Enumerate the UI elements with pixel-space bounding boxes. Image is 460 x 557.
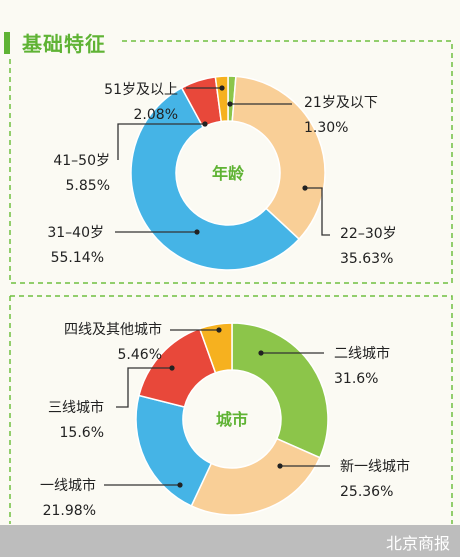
city-category-label-3: 三线城市 xyxy=(48,399,104,416)
city-value-label-1: 25.36% xyxy=(340,484,393,500)
age-value-label-2: 55.14% xyxy=(51,250,104,266)
section-title: 基础特征 xyxy=(22,32,106,56)
age-value-label-1: 35.63% xyxy=(340,251,393,267)
city-slice-0 xyxy=(231,322,329,459)
age-center-label: 年龄 xyxy=(212,164,245,183)
city-value-label-3: 15.6% xyxy=(60,425,104,441)
age-leader-line-3 xyxy=(117,123,205,160)
age-leader-dot-2 xyxy=(194,229,200,235)
city-leader-dot-3 xyxy=(169,365,175,371)
footer-bar xyxy=(0,525,460,557)
city-leader-dot-4 xyxy=(216,327,222,333)
age-category-label-0: 21岁及以下 xyxy=(304,95,378,111)
age-donut-chart: 年龄 21岁及以下 1.30% 22–30岁 35.63% 31–40岁 55.14% 41–… xyxy=(47,75,397,271)
age-category-label-2: 31–40岁 xyxy=(47,225,104,241)
title-background xyxy=(0,26,122,56)
city-category-label-0: 二线城市 xyxy=(334,345,390,362)
city-slice-1 xyxy=(190,437,321,516)
age-leader-dot-0 xyxy=(227,101,233,107)
city-leader-dot-0 xyxy=(258,350,264,356)
age-leader-line-1 xyxy=(305,187,330,236)
city-leader-dot-2 xyxy=(177,482,183,488)
frame-top-dashed xyxy=(9,40,453,284)
age-value-label-0: 1.30% xyxy=(304,120,348,136)
age-slice-1 xyxy=(231,75,326,241)
city-category-label-2: 一线城市 xyxy=(40,477,96,494)
city-center-label: 城市 xyxy=(216,410,248,429)
city-slice-4 xyxy=(198,322,233,374)
age-category-label-1: 22–30岁 xyxy=(340,226,397,242)
source-credit: 北京商报 xyxy=(385,534,450,553)
city-donut-chart: 城市 二线城市 31.6% 新一线城市 25.36% 一线城市 21.98% 三线城市 15.6… xyxy=(40,321,410,519)
age-leader-dot-3 xyxy=(202,121,208,127)
age-value-label-4: 2.08% xyxy=(134,107,178,123)
city-category-label-4: 四线及其他城市 xyxy=(64,321,162,338)
age-leader-dot-1 xyxy=(302,185,308,191)
city-value-label-4: 5.46% xyxy=(118,347,162,363)
age-slice-2 xyxy=(130,86,301,271)
city-category-label-1: 新一线城市 xyxy=(340,458,410,475)
age-category-label-3: 41–50岁 xyxy=(53,153,110,169)
city-value-label-0: 31.6% xyxy=(334,371,378,387)
title-accent-bar xyxy=(4,32,10,54)
age-category-label-4: 51岁及以上 xyxy=(104,82,178,98)
city-leader-line-3 xyxy=(116,367,172,408)
frame-bottom-dashed xyxy=(9,295,453,524)
age-value-label-3: 5.85% xyxy=(66,178,110,194)
city-value-label-2: 21.98% xyxy=(43,503,96,519)
city-leader-dot-1 xyxy=(277,463,283,469)
city-slice-2 xyxy=(135,394,213,507)
age-leader-dot-4 xyxy=(219,85,225,91)
